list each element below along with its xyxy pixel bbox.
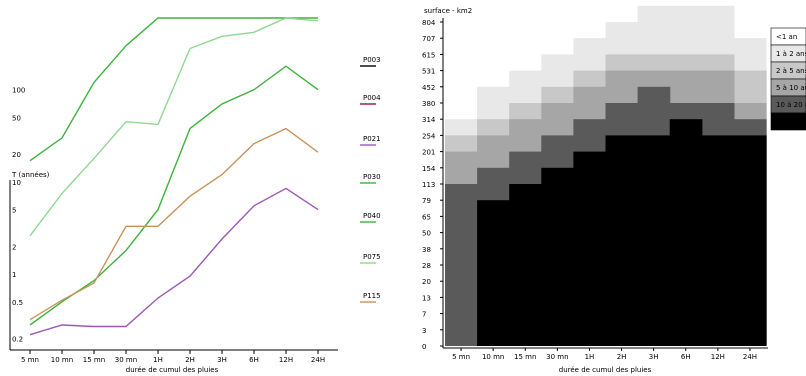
right-x-tick-label: 1H (585, 353, 595, 361)
legend-label-p040: P040 (363, 212, 381, 220)
left-x-tick-label: 1H (153, 356, 163, 364)
left-y-axis-label: T (années) (11, 171, 50, 179)
right-y-tick-label: 804 (422, 19, 436, 27)
right-x-tick-label: 10 mn (482, 353, 504, 361)
series-line-p030 (29, 17, 318, 162)
left-y-tick-label: 100 (12, 87, 25, 95)
band-gt-20-col (477, 200, 510, 346)
surface-stacked-area-chart: surface - km2 0 3 7 13 20 28 38 50 65 79 113 154 201… (422, 5, 806, 374)
legend-swatch-5 (770, 112, 806, 131)
band-gt-10-col (445, 184, 478, 346)
left-x-tick-label: 3H (217, 356, 227, 364)
left-x-tick-label: 6H (249, 356, 259, 364)
right-x-tick-label: 2H (617, 353, 627, 361)
right-y-tick-label: 314 (422, 116, 436, 124)
right-y-tick-label: 154 (422, 165, 436, 173)
right-y-tick-label: 531 (422, 68, 435, 76)
return-period-line-chart: T (années) 0.2 0.5 1 2 5 10 20 50 100 5 mn 10 mn 1… (9, 17, 381, 374)
legend-label-p021: P021 (363, 135, 381, 143)
right-y-tick-label: 13 (422, 294, 431, 302)
right-y-tick-label: 113 (422, 181, 435, 189)
right-y-tick-label: 452 (422, 84, 435, 92)
legend-label-4: 10 à 20 ans (776, 101, 806, 109)
left-y-tick-label: 1 (12, 271, 16, 279)
left-y-tick-label: 5 (12, 207, 16, 215)
legend-label-p004: P004 (363, 94, 381, 102)
series-line-p040 (29, 65, 319, 326)
band-gt-20-col (701, 135, 735, 346)
left-y-tick-label: 0.2 (12, 335, 23, 343)
right-y-tick-label: 615 (422, 51, 435, 59)
right-y-tick-label: 201 (422, 149, 435, 157)
legend-label-p115: P115 (363, 292, 381, 300)
left-y-tick-label: 0.5 (12, 299, 23, 307)
left-y-tick-label: 10 (12, 179, 21, 187)
left-x-axis-label: durée de cumul des pluies (126, 366, 219, 374)
band-gt-20-col (541, 167, 574, 346)
right-chart-title: surface - km2 (424, 7, 472, 15)
left-x-tick-label: 15 mn (83, 356, 105, 364)
band-gt-20-col (637, 135, 671, 346)
right-y-tick-label: 7 (422, 311, 426, 319)
band-gt-20-col (733, 135, 767, 346)
band-gt-20-col (573, 151, 607, 346)
series-line-p075 (29, 17, 319, 237)
right-y-tick-label: 380 (422, 100, 435, 108)
right-y-tick-label: 254 (422, 132, 436, 140)
band-gt-20-col (509, 184, 542, 346)
right-x-tick-label: 3H (649, 353, 659, 361)
right-y-tick-label: 0 (422, 343, 426, 351)
right-x-axis-label: durée de cumul des pluies (559, 366, 652, 374)
left-y-tick-label: 20 (12, 151, 21, 159)
series-line-p115 (29, 127, 319, 321)
legend-label-3: 5 à 10 ans (776, 84, 806, 92)
left-x-tick-label: 24H (311, 356, 325, 364)
legend-label-p075: P075 (363, 253, 381, 261)
legend-label-p030: P030 (363, 173, 381, 181)
left-x-tick-label: 30 mn (115, 356, 137, 364)
left-x-tick-label: 10 mn (51, 356, 73, 364)
right-y-tick-label: 3 (422, 327, 426, 335)
legend-label-1: 1 à 2 ans (776, 50, 806, 58)
series-line-p021 (29, 187, 319, 336)
band-gt-20-col (605, 135, 639, 346)
right-y-tick-label: 20 (422, 278, 431, 286)
legend-label-2: 2 à 5 ans (776, 67, 806, 75)
right-x-tick-label: 5 mn (452, 353, 470, 361)
legend-label-0: <1 an (776, 33, 797, 41)
left-x-tick-label: 5 mn (21, 356, 39, 364)
band-gt-20-col (669, 119, 703, 346)
left-y-tick-label: 50 (12, 114, 21, 122)
right-y-tick-label: 28 (422, 262, 431, 270)
legend-label-5: >20 ans (776, 118, 806, 126)
right-x-tick-label: 6H (681, 353, 691, 361)
right-x-tick-label: 15 mn (514, 353, 536, 361)
right-x-tick-label: 30 mn (546, 353, 568, 361)
right-y-tick-label: 65 (422, 213, 431, 221)
right-x-tick-label: 24H (743, 353, 757, 361)
left-x-tick-label: 2H (185, 356, 195, 364)
right-y-tick-label: 38 (422, 246, 431, 254)
legend-label-p003: P003 (363, 56, 381, 64)
right-x-tick-label: 12H (711, 353, 725, 361)
right-y-tick-label: 79 (422, 197, 431, 205)
right-y-tick-label: 707 (422, 35, 435, 43)
left-y-tick-label: 2 (12, 243, 16, 251)
right-y-tick-label: 50 (422, 230, 431, 238)
left-x-tick-label: 12H (279, 356, 293, 364)
